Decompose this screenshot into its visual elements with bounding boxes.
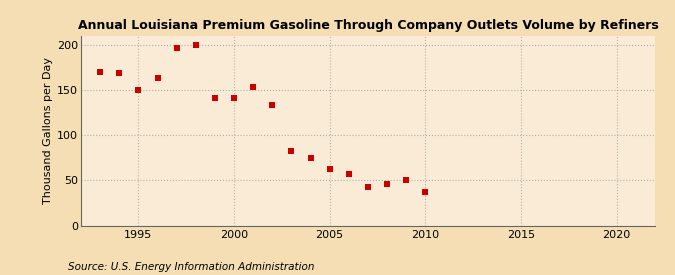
Point — [344, 172, 354, 176]
Text: Source: U.S. Energy Information Administration: Source: U.S. Energy Information Administ… — [68, 262, 314, 272]
Point — [171, 46, 182, 51]
Point — [209, 96, 220, 100]
Point — [190, 43, 201, 47]
Point — [152, 76, 163, 80]
Point — [114, 71, 125, 75]
Point — [133, 88, 144, 92]
Point — [229, 96, 240, 100]
Point — [324, 167, 335, 172]
Y-axis label: Thousand Gallons per Day: Thousand Gallons per Day — [43, 57, 53, 204]
Point — [362, 185, 373, 189]
Point — [286, 148, 297, 153]
Point — [267, 103, 277, 108]
Point — [305, 156, 316, 160]
Point — [248, 85, 259, 89]
Point — [95, 70, 105, 74]
Title: Annual Louisiana Premium Gasoline Through Company Outlets Volume by Refiners: Annual Louisiana Premium Gasoline Throug… — [78, 19, 658, 32]
Point — [401, 178, 412, 183]
Point — [420, 190, 431, 194]
Point — [381, 182, 392, 186]
